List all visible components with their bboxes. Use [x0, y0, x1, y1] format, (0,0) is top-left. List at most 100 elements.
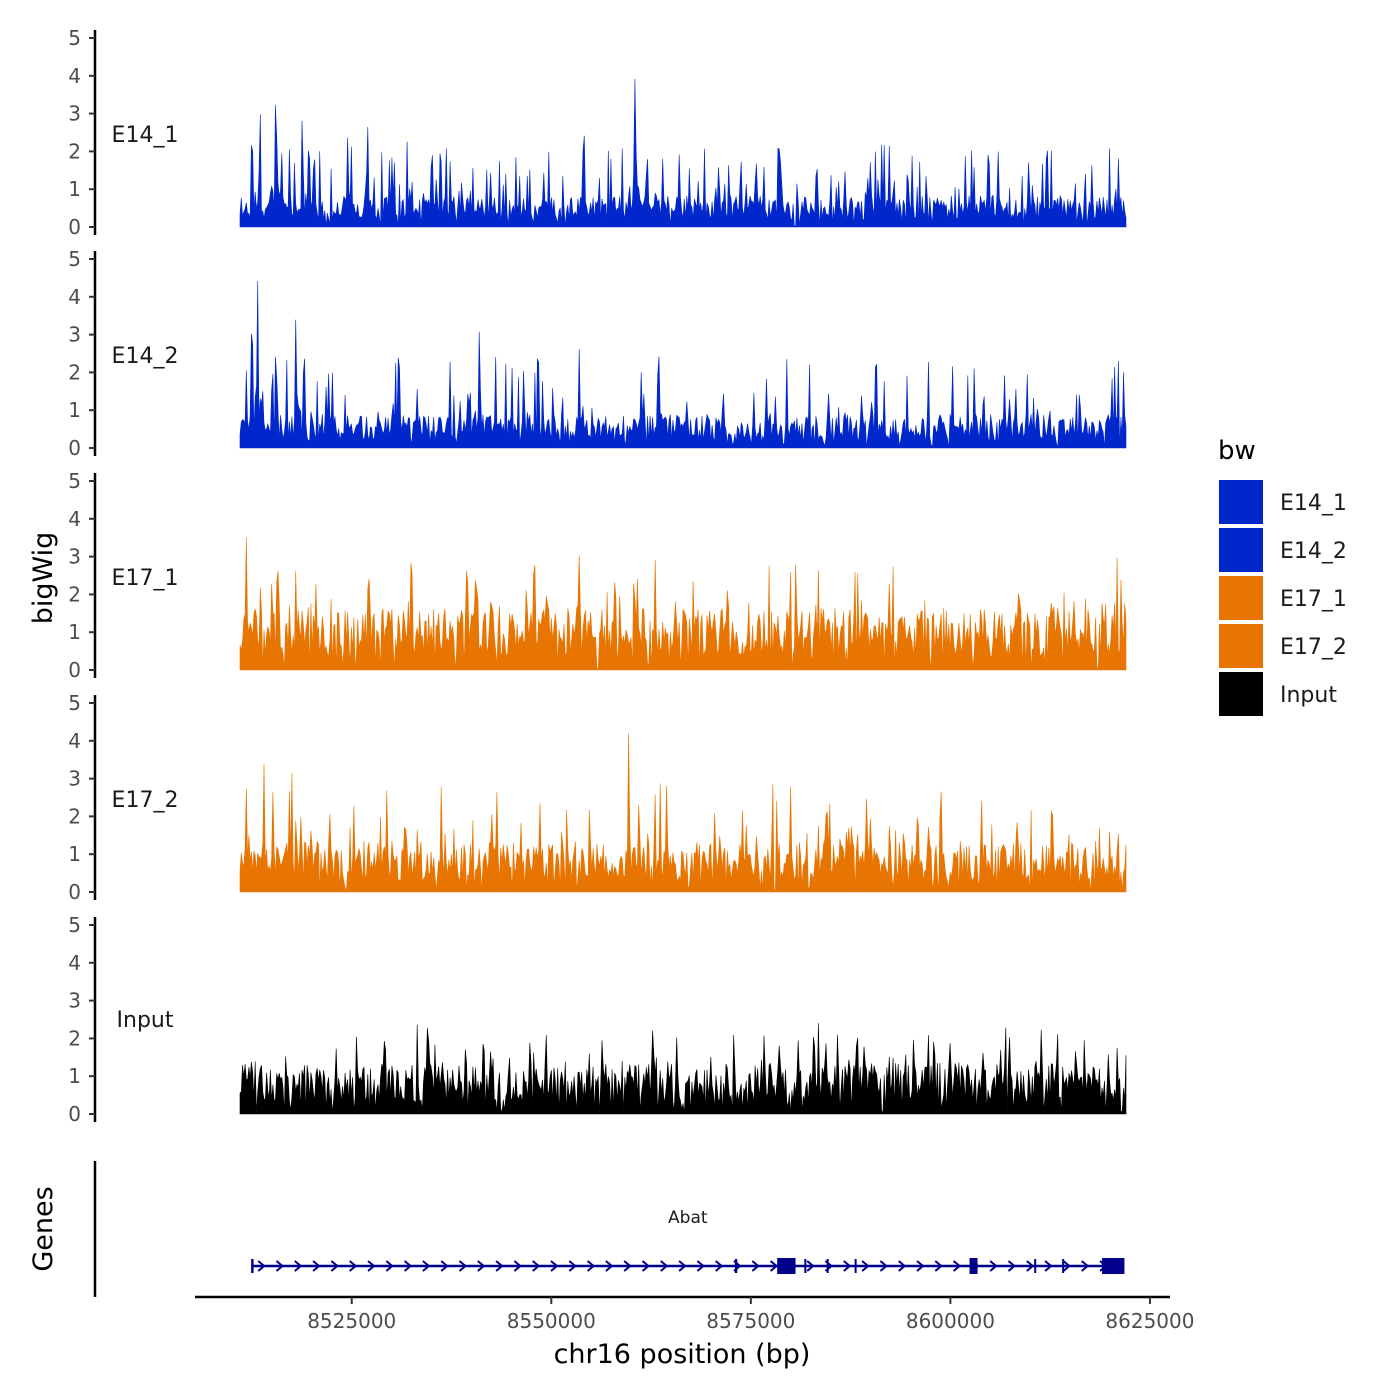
strand-chevron	[1007, 1260, 1017, 1272]
genes-axis-title: Genes	[28, 1186, 59, 1271]
track-E17_2: 0 1 2 3 4 5 E17_2	[68, 691, 1127, 904]
coverage-tracks: 0 1 2 3 4 5 E14_1 0 1 2 3 4 5 E14_2 0 1 2 3 4 5 E17_1 0 1 2 3 4 5 E…	[68, 26, 1127, 1126]
strand-chevron	[294, 1260, 303, 1272]
y-tick-label: 0	[68, 880, 81, 904]
strand-chevron	[1044, 1260, 1053, 1272]
track-label: E17_2	[112, 788, 179, 813]
gene-exon	[734, 1259, 738, 1273]
y-tick-label: 2	[68, 360, 81, 384]
gene-exon	[826, 1259, 829, 1273]
track-E14_2: 0 1 2 3 4 5 E14_2	[68, 247, 1127, 460]
y-tick-label: 2	[68, 804, 81, 828]
strand-chevron	[532, 1260, 541, 1272]
legend-swatch-E17_2	[1219, 624, 1263, 668]
legend-label: E17_1	[1280, 587, 1347, 612]
strand-chevron	[1026, 1260, 1035, 1272]
strand-chevron	[440, 1260, 449, 1272]
y-tick-label: 5	[68, 26, 81, 50]
strand-chevron	[275, 1260, 285, 1272]
y-tick-label: 2	[68, 1026, 81, 1050]
y-tick-label: 0	[68, 215, 81, 239]
strand-chevron	[696, 1260, 705, 1272]
strand-chevron	[550, 1260, 559, 1272]
strand-chevron	[312, 1260, 321, 1272]
strand-chevron	[477, 1260, 486, 1272]
y-axis-title: bigWig	[28, 532, 59, 625]
gene-exon	[251, 1259, 254, 1273]
strand-chevron	[916, 1260, 925, 1272]
track-label: E14_1	[112, 123, 179, 148]
gene-track: Abat	[93, 1161, 1125, 1297]
y-tick-label: 0	[68, 658, 81, 682]
x-tick-label: 8625000	[1105, 1309, 1194, 1333]
legend-swatch-E17_1	[1219, 576, 1263, 620]
strand-chevron	[367, 1260, 376, 1272]
y-tick-label: 5	[68, 691, 81, 715]
y-tick-label: 1	[68, 842, 81, 866]
x-tick-label: 8525000	[307, 1309, 396, 1333]
track-Input: 0 1 2 3 4 5 Input	[68, 913, 1127, 1126]
y-tick-label: 3	[68, 323, 81, 347]
legend: bw E14_1 E14_2 E17_1 E17_2 Input	[1218, 436, 1347, 716]
y-tick-label: 5	[68, 469, 81, 493]
coverage-area-Input	[239, 1023, 1127, 1115]
y-tick-label: 2	[68, 139, 81, 163]
coverage-area-E14_2	[239, 281, 1127, 449]
strand-chevron	[641, 1260, 651, 1272]
y-tick-label: 4	[68, 951, 81, 975]
y-tick-label: 5	[68, 247, 81, 271]
y-tick-label: 4	[68, 64, 81, 88]
legend-label: E14_2	[1280, 539, 1347, 564]
strand-chevron	[879, 1260, 888, 1272]
x-tick-label: 8550000	[507, 1309, 596, 1333]
legend-swatch-Input	[1219, 672, 1263, 716]
strand-chevron	[843, 1260, 852, 1272]
gene-exon	[969, 1258, 978, 1274]
strand-chevron	[605, 1260, 614, 1272]
x-axis: 8525000 8550000 8575000 8600000 8625000	[195, 1295, 1194, 1333]
y-tick-label: 1	[68, 1064, 81, 1088]
strand-chevron	[330, 1260, 339, 1272]
y-tick-label: 2	[68, 582, 81, 606]
gene-name-label: Abat	[668, 1208, 708, 1228]
y-tick-label: 4	[68, 507, 81, 531]
strand-chevron	[751, 1260, 760, 1272]
x-tick-label: 8575000	[706, 1309, 795, 1333]
strand-chevron	[806, 1260, 815, 1272]
legend-title: bw	[1218, 436, 1256, 466]
y-tick-label: 3	[68, 767, 81, 791]
strand-chevron	[1062, 1260, 1071, 1272]
y-tick-label: 1	[68, 177, 81, 201]
y-tick-label: 1	[68, 620, 81, 644]
strand-chevron	[715, 1260, 724, 1272]
gene-exon	[804, 1259, 807, 1273]
strand-chevron	[769, 1260, 779, 1272]
y-tick-label: 4	[68, 285, 81, 309]
y-tick-label: 3	[68, 989, 81, 1013]
x-axis-title: chr16 position (bp)	[554, 1339, 811, 1370]
y-tick-label: 0	[68, 436, 81, 460]
track-label: E17_1	[112, 566, 179, 591]
track-label: E14_2	[112, 344, 179, 369]
coverage-area-E17_2	[239, 733, 1127, 893]
legend-label: E17_2	[1280, 635, 1347, 660]
strand-chevron	[660, 1260, 669, 1272]
legend-label: Input	[1280, 683, 1337, 708]
strand-chevron	[385, 1260, 394, 1272]
strand-chevron	[1081, 1260, 1090, 1272]
strand-chevron	[568, 1260, 577, 1272]
y-tick-label: 4	[68, 729, 81, 753]
strand-chevron	[458, 1260, 468, 1272]
track-E17_1: 0 1 2 3 4 5 E17_1	[68, 469, 1127, 682]
strand-chevron	[513, 1260, 522, 1272]
strand-chevron	[422, 1260, 431, 1272]
y-tick-label: 0	[68, 1102, 81, 1126]
y-tick-label: 1	[68, 398, 81, 422]
gene-exon	[777, 1258, 796, 1274]
strand-chevron	[495, 1260, 504, 1272]
gene-exon	[1102, 1258, 1125, 1274]
strand-chevron	[257, 1260, 266, 1272]
strand-chevron	[349, 1260, 358, 1272]
gene-exon	[1034, 1259, 1037, 1273]
